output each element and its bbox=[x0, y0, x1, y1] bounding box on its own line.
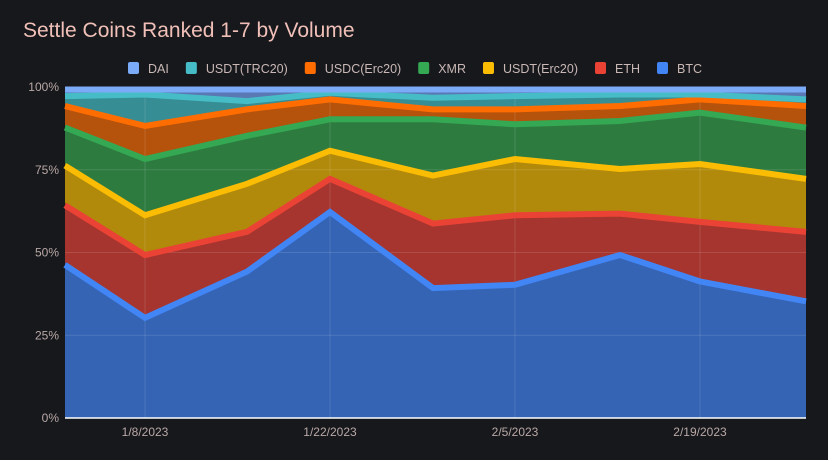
line-eth bbox=[63, 175, 807, 259]
legend-swatch bbox=[185, 62, 197, 74]
legend-label: ETH bbox=[615, 62, 640, 76]
legend-swatch bbox=[595, 62, 606, 74]
legend-swatch bbox=[304, 62, 316, 74]
line-usdt-erc20- bbox=[63, 147, 807, 219]
legend-swatch bbox=[128, 62, 139, 74]
legend-swatch bbox=[418, 62, 430, 74]
chart-title: Settle Coins Ranked 1-7 by Volume bbox=[23, 19, 355, 42]
legend-label: USDC(Erc20) bbox=[325, 62, 401, 76]
y-tick-label: 25% bbox=[35, 328, 59, 342]
x-tick-label: 1/22/2023 bbox=[303, 425, 357, 439]
legend-swatch bbox=[482, 62, 494, 74]
legend-swatch bbox=[657, 62, 668, 74]
line-xmr bbox=[63, 109, 807, 163]
x-tick-label: 2/19/2023 bbox=[673, 425, 727, 439]
line-usdc-erc20- bbox=[64, 96, 807, 129]
x-tick-label: 2/5/2023 bbox=[492, 425, 539, 439]
line-btc bbox=[63, 208, 807, 322]
legend-label: XMR bbox=[438, 62, 466, 76]
legend-label: BTC bbox=[677, 62, 702, 76]
y-tick-label: 100% bbox=[28, 80, 59, 94]
x-tick-label: 1/8/2023 bbox=[122, 425, 169, 439]
legend-label: USDT(TRC20) bbox=[206, 62, 288, 76]
y-tick-label: 50% bbox=[35, 246, 59, 260]
area-eth bbox=[65, 176, 806, 316]
legend-label: DAI bbox=[148, 62, 169, 76]
line-usdt-trc20- bbox=[64, 89, 807, 105]
area-btc bbox=[65, 209, 806, 418]
y-tick-label: 75% bbox=[35, 163, 59, 177]
legend-label: USDT(Erc20) bbox=[503, 62, 578, 76]
y-tick-label: 0% bbox=[42, 411, 60, 425]
